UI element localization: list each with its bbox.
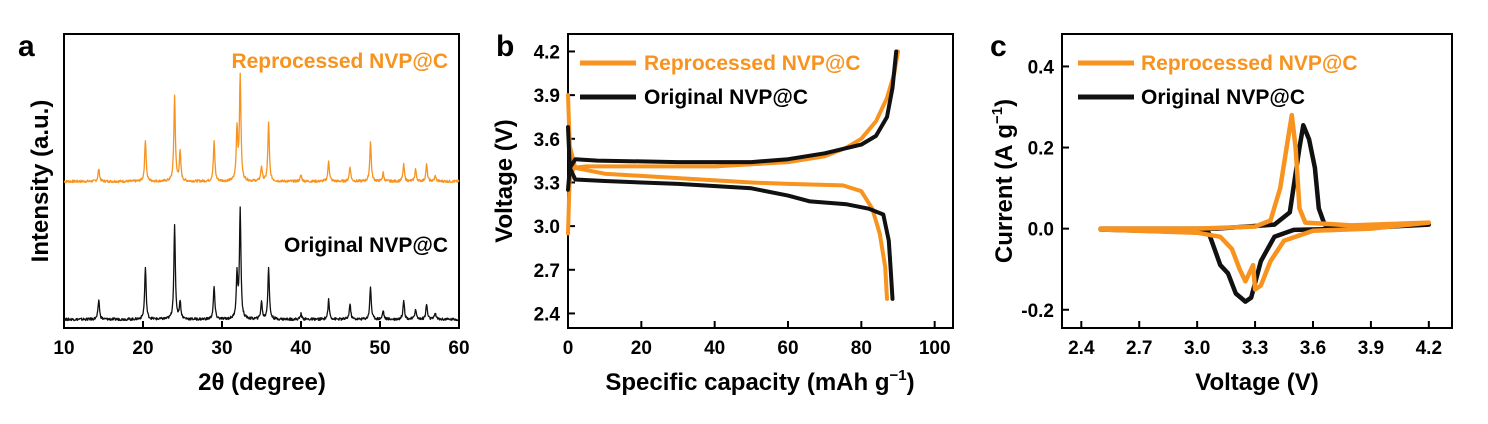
- panel-c-x-tick-label: 2.7: [1126, 338, 1152, 359]
- panel-a-x-ticks: 10 20 30 40 50 60: [53, 321, 470, 359]
- panel-c-cv-loop-reprocessed: [1098, 112, 1432, 292]
- panel-a-x-tick-label: 40: [290, 338, 311, 359]
- panel-b-y-tick-label: 4.2: [534, 42, 560, 63]
- panel-b-x-tick-label: 20: [631, 338, 652, 359]
- panel-c-y-tick-label: 0.0: [1028, 220, 1054, 241]
- panel-b-charge-curve-original: [566, 49, 899, 192]
- panel-b-y-tick-label: 3.3: [534, 173, 560, 194]
- panel-c-legend-label-original: Original NVP@C: [1141, 86, 1305, 109]
- panel-a-x-tick-label: 50: [369, 338, 390, 359]
- panel-a-xrd: a 10 20 30 40 50 60 2θ (degree) Intensity (a.…: [18, 30, 470, 396]
- panel-b-y-tick-label: 3.0: [534, 217, 560, 238]
- panel-c-x-tick-label: 3.9: [1358, 338, 1384, 359]
- panel-b-x-tick-label: 40: [704, 338, 725, 359]
- panel-c-x-tick-label: 2.4: [1068, 338, 1095, 359]
- panel-c-x-tick-label: 4.2: [1416, 338, 1442, 359]
- panel-c-letter: c: [990, 30, 1007, 63]
- panel-a-x-axis-title: 2θ (degree): [198, 369, 326, 396]
- panel-b-y-tick-label: 2.7: [534, 261, 560, 282]
- panel-b-x-tick-label: 0: [563, 338, 574, 359]
- panel-a-xrd-pattern-original: [63, 206, 460, 322]
- panel-a-xrd-pattern-reprocessed: [63, 72, 460, 184]
- panel-b-legend-label-original: Original NVP@C: [644, 86, 808, 109]
- panel-c-y-tick-label: 0.2: [1028, 139, 1054, 160]
- panel-c-plot-frame: [1061, 33, 1453, 329]
- panel-b-discharge-curve-original: [566, 125, 895, 301]
- panel-a-letter: a: [18, 30, 35, 63]
- panel-c-legend: Reprocessed NVP@C Original NVP@C: [1078, 52, 1358, 109]
- panel-b-x-tick-label: 60: [777, 338, 798, 359]
- panel-b-y-tick-label: 3.6: [534, 130, 560, 151]
- panel-c-y-ticks: -0.2 0.0 0.2 0.4: [1021, 57, 1069, 322]
- panel-a-label-original: Original NVP@C: [284, 234, 448, 257]
- panel-b-x-ticks: 0 20 40 60 80 100: [563, 321, 951, 359]
- panel-b-series-lines: [566, 49, 900, 301]
- panel-b-x-tick-label: 80: [851, 338, 872, 359]
- panel-c-y-tick-label: -0.2: [1021, 301, 1054, 322]
- panel-c-y-axis-title: Current (A g−1): [989, 99, 1018, 263]
- panel-b-x-axis-title: Specific capacity (mAh g−1): [605, 367, 914, 396]
- panel-c-x-tick-label: 3.0: [1184, 338, 1210, 359]
- panel-c-cyclic-voltammetry: c 2.4 2.7 3.0 3.3 3.6 3.9 4.2 -0.2 0.0 0.2 0.4 Vo…: [989, 30, 1453, 396]
- panel-b-charge-discharge: b 0 20 40 60 80 100 2.4 2.7 3.0 3.3 3.6 3.9 4.2 Spe…: [491, 30, 954, 396]
- panel-b-letter: b: [496, 30, 514, 63]
- panel-c-x-tick-label: 3.6: [1300, 338, 1326, 359]
- panel-c-x-tick-label: 3.3: [1242, 338, 1268, 359]
- panel-b-y-tick-label: 3.9: [534, 86, 560, 107]
- panel-c-x-axis-title: Voltage (V): [1195, 369, 1319, 396]
- panel-a-x-tick-label: 30: [211, 338, 232, 359]
- panel-b-y-axis-title: Voltage (V): [491, 119, 518, 243]
- panel-c-series-lines: [1098, 112, 1432, 304]
- panel-a-series-lines: [63, 72, 460, 322]
- panel-c-legend-label-reprocessed: Reprocessed NVP@C: [1141, 52, 1358, 75]
- panel-a-label-reprocessed: Reprocessed NVP@C: [231, 50, 448, 73]
- panel-b-discharge-curve-reprocessed: [566, 93, 889, 301]
- panel-b-y-tick-label: 2.4: [534, 304, 561, 325]
- panel-b-x-tick-label: 100: [919, 338, 951, 359]
- panel-a-x-tick-label: 20: [132, 338, 153, 359]
- panel-b-legend-label-reprocessed: Reprocessed NVP@C: [644, 52, 861, 75]
- panel-c-x-ticks: 2.4 2.7 3.0 3.3 3.6 3.9 4.2: [1068, 321, 1442, 359]
- panel-a-x-tick-label: 60: [448, 338, 469, 359]
- panel-a-y-axis-title: Intensity (a.u.): [27, 100, 54, 263]
- panel-c-y-tick-label: 0.4: [1028, 57, 1055, 78]
- panel-b-legend: Reprocessed NVP@C Original NVP@C: [580, 52, 861, 109]
- panel-a-x-tick-label: 10: [53, 338, 74, 359]
